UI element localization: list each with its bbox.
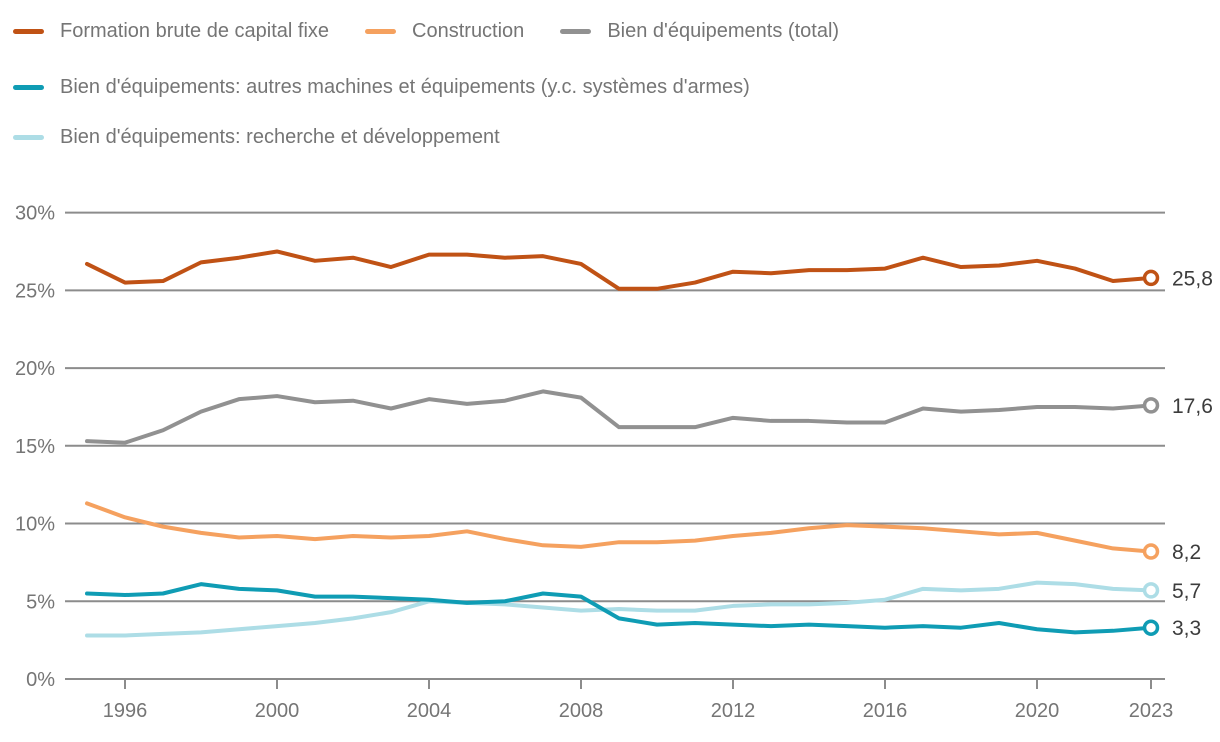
y-axis-label-15: 15% xyxy=(15,436,55,458)
series-line-0[interactable] xyxy=(85,249,1153,291)
legend-label-autres-machines: Bien d'équipements: autres machines et é… xyxy=(60,75,750,98)
y-axis-label-0: 0% xyxy=(26,669,55,691)
series-end-marker-0 xyxy=(1142,269,1160,287)
legend-row-3: Bien d'équipements: recherche et dévelop… xyxy=(13,124,875,150)
x-axis-label-2008: 2008 xyxy=(559,700,604,722)
y-axis-label-25: 25% xyxy=(15,280,55,302)
series-end-label-2: 17,6 xyxy=(1172,395,1213,418)
series-end-marker-1 xyxy=(1142,543,1160,560)
legend-swatch-equipements-total xyxy=(560,28,592,34)
series-end-marker-4 xyxy=(1142,582,1160,599)
legend-swatch-recherche-developpement xyxy=(13,134,44,140)
legend-item-autres-machines[interactable]: Bien d'équipements: autres machines et é… xyxy=(13,76,750,99)
series-end-label-1: 8,2 xyxy=(1172,541,1201,564)
y-axis-label-5: 5% xyxy=(26,591,55,613)
series-line-3[interactable] xyxy=(85,582,1153,635)
x-axis-label-1996: 1996 xyxy=(103,700,148,722)
y-axis-label-20: 20% xyxy=(15,358,55,380)
legend-label-equipements-total: Bien d'équipements (total) xyxy=(607,19,840,42)
legend-row-1: Formation brute de capital fixe Construc… xyxy=(13,18,875,44)
x-axis-label-2023: 2023 xyxy=(1129,700,1174,722)
legend-item-formation-brute[interactable]: Formation brute de capital fixe xyxy=(13,20,329,43)
x-axis-label-2016: 2016 xyxy=(863,700,908,722)
series-line-4[interactable] xyxy=(85,580,1153,638)
series-end-label-4: 5,7 xyxy=(1172,580,1201,603)
legend-item-recherche-developpement[interactable]: Bien d'équipements: recherche et dévelop… xyxy=(13,126,500,149)
legend-swatch-construction xyxy=(365,28,397,34)
series-end-marker-3 xyxy=(1142,619,1160,636)
chart-legend: Formation brute de capital fixe Construc… xyxy=(13,18,875,150)
x-axis-label-2012: 2012 xyxy=(711,700,756,722)
series-end-label-3: 3,3 xyxy=(1172,617,1201,640)
legend-label-formation-brute: Formation brute de capital fixe xyxy=(60,19,330,42)
legend-row-2: Bien d'équipements: autres machines et é… xyxy=(13,74,875,100)
series-line-2[interactable] xyxy=(85,389,1153,445)
legend-swatch-formation-brute xyxy=(13,28,44,34)
series-line-1[interactable] xyxy=(85,501,1153,554)
x-axis-label-2004: 2004 xyxy=(407,700,452,722)
series-end-label-0: 25,8 xyxy=(1172,267,1213,290)
legend-item-construction[interactable]: Construction xyxy=(365,20,524,43)
y-axis-label-10: 10% xyxy=(15,514,55,536)
x-axis-label-2020: 2020 xyxy=(1015,700,1060,722)
series-end-marker-2 xyxy=(1142,397,1160,414)
x-axis-label-2000: 2000 xyxy=(255,700,300,722)
legend-item-equipements-total[interactable]: Bien d'équipements (total) xyxy=(560,20,839,43)
legend-swatch-autres-machines xyxy=(13,84,44,90)
y-axis-label-30: 30% xyxy=(15,203,55,225)
legend-label-construction: Construction xyxy=(412,19,525,42)
legend-label-recherche-developpement: Bien d'équipements: recherche et dévelop… xyxy=(60,125,500,148)
